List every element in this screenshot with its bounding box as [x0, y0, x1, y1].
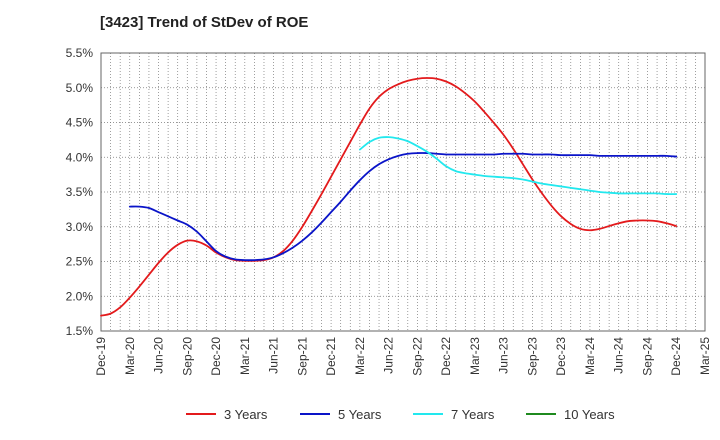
- y-tick-label: 5.5%: [66, 46, 94, 60]
- x-tick-label: Sep-20: [180, 337, 194, 376]
- y-tick-label: 2.0%: [66, 289, 94, 303]
- x-tick-label: Jun-21: [267, 337, 281, 374]
- x-tick-label: Mar-21: [238, 337, 252, 375]
- x-tick-label: Sep-21: [295, 337, 309, 376]
- x-tick-label: Jun-22: [382, 337, 396, 374]
- x-tick-label: Sep-23: [525, 337, 539, 376]
- y-tick-label: 2.5%: [66, 255, 94, 269]
- x-tick-label: Sep-22: [410, 337, 424, 376]
- series-line-7-years: [358, 136, 678, 196]
- y-tick-label: 4.5%: [66, 116, 94, 130]
- x-tick-label: Jun-23: [497, 337, 511, 374]
- y-tick-label: 3.0%: [66, 220, 94, 234]
- x-tick-label: Jun-20: [152, 337, 166, 374]
- y-tick-label: 5.0%: [66, 81, 94, 95]
- x-tick-label: Dec-19: [94, 337, 108, 376]
- x-tick-label: Dec-20: [209, 337, 223, 376]
- legend-label-3-years: 3 Years: [224, 407, 268, 422]
- legend-label-7-years: 7 Years: [451, 407, 495, 422]
- x-tick-label: Dec-21: [324, 337, 338, 376]
- y-tick-label: 1.5%: [66, 324, 94, 338]
- y-tick-label: 3.5%: [66, 185, 94, 199]
- x-tick-label: Sep-24: [640, 337, 654, 376]
- x-tick-label: Dec-23: [554, 337, 568, 376]
- legend-label-5-years: 5 Years: [338, 407, 382, 422]
- chart-title: [3423] Trend of StDev of ROE: [100, 14, 309, 31]
- x-tick-label: Dec-24: [669, 337, 683, 376]
- x-tick-label: Jun-24: [612, 337, 626, 374]
- x-tick-label: Mar-23: [468, 337, 482, 375]
- series-line-5-years: [128, 152, 678, 262]
- x-tick-label: Mar-24: [583, 337, 597, 375]
- series-line-3-years: [100, 77, 678, 317]
- legend-label-10-years: 10 Years: [564, 407, 615, 422]
- y-tick-label: 4.0%: [66, 150, 94, 164]
- x-tick-label: Mar-20: [123, 337, 137, 375]
- plot-frame: [100, 52, 706, 332]
- x-tick-label: Dec-22: [439, 337, 453, 376]
- x-tick-label: Mar-25: [698, 337, 712, 375]
- x-tick-label: Mar-22: [353, 337, 367, 375]
